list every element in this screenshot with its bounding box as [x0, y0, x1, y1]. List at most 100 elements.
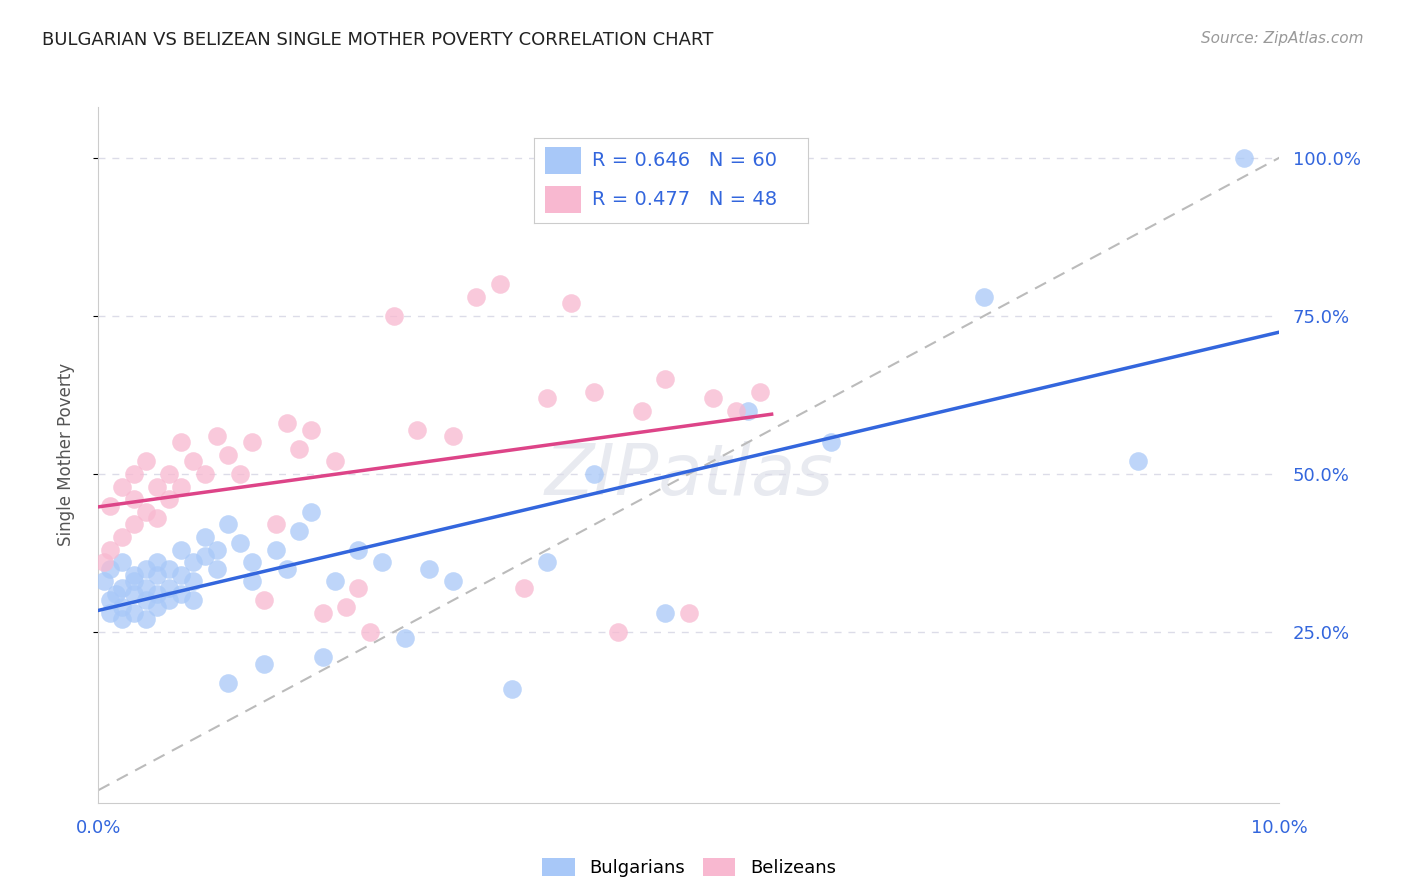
Point	[157, 467, 180, 481]
Point	[93, 556, 115, 570]
Point	[678, 606, 700, 620]
Point	[135, 593, 157, 607]
Text: BULGARIAN VS BELIZEAN SINGLE MOTHER POVERTY CORRELATION CHART: BULGARIAN VS BELIZEAN SINGLE MOTHER POVE…	[42, 31, 714, 49]
Point	[347, 581, 370, 595]
Point	[135, 454, 157, 468]
Point	[105, 587, 128, 601]
Point	[240, 556, 263, 570]
Point	[1126, 454, 1149, 468]
Point	[170, 542, 193, 557]
Point	[181, 593, 204, 607]
Point	[217, 517, 239, 532]
Point	[288, 442, 311, 456]
Point	[465, 290, 488, 304]
Point	[264, 542, 287, 557]
Point	[170, 568, 193, 582]
Point	[217, 448, 239, 462]
Point	[737, 403, 759, 417]
Point	[111, 530, 134, 544]
Point	[1233, 151, 1256, 165]
Point	[146, 511, 169, 525]
Point	[536, 556, 558, 570]
Point	[170, 435, 193, 450]
Point	[181, 574, 204, 589]
Point	[217, 675, 239, 690]
Point	[725, 403, 748, 417]
Point	[157, 492, 180, 507]
Point	[359, 625, 381, 640]
Point	[323, 574, 346, 589]
Point	[276, 417, 298, 431]
Point	[146, 599, 169, 614]
Point	[122, 467, 145, 481]
Point	[441, 429, 464, 443]
Point	[382, 309, 405, 323]
Text: ZIPatlas: ZIPatlas	[544, 442, 834, 510]
Point	[501, 681, 523, 696]
Point	[371, 556, 394, 570]
Point	[146, 556, 169, 570]
Point	[194, 549, 217, 563]
Bar	[546, 147, 581, 174]
Point	[748, 384, 770, 399]
Point	[583, 467, 606, 481]
Point	[170, 479, 193, 493]
Point	[194, 467, 217, 481]
Point	[820, 435, 842, 450]
Point	[560, 296, 582, 310]
Point	[312, 650, 335, 665]
Point	[157, 581, 180, 595]
Point	[264, 517, 287, 532]
Point	[253, 657, 276, 671]
Point	[299, 423, 322, 437]
Point	[146, 568, 169, 582]
Point	[312, 606, 335, 620]
Point	[229, 536, 252, 550]
Point	[630, 403, 652, 417]
Point	[229, 467, 252, 481]
Point	[512, 581, 534, 595]
Point	[418, 562, 440, 576]
Point	[111, 581, 134, 595]
Point	[194, 530, 217, 544]
Point	[146, 587, 169, 601]
Legend: Bulgarians, Belizeans: Bulgarians, Belizeans	[534, 850, 844, 884]
Point	[135, 581, 157, 595]
Point	[536, 391, 558, 405]
Point	[335, 599, 357, 614]
Point	[205, 429, 228, 443]
Point	[98, 562, 121, 576]
Point	[135, 562, 157, 576]
Point	[157, 593, 180, 607]
Point	[253, 593, 276, 607]
Point	[111, 612, 134, 626]
Text: Source: ZipAtlas.com: Source: ZipAtlas.com	[1201, 31, 1364, 46]
Text: R = 0.477   N = 48: R = 0.477 N = 48	[592, 190, 778, 209]
Point	[394, 632, 416, 646]
Point	[299, 505, 322, 519]
Point	[489, 277, 512, 292]
Point	[406, 423, 429, 437]
Point	[323, 454, 346, 468]
Point	[111, 599, 134, 614]
Point	[240, 435, 263, 450]
Point	[122, 606, 145, 620]
Point	[170, 587, 193, 601]
Point	[98, 542, 121, 557]
Bar	[546, 186, 581, 213]
Point	[111, 556, 134, 570]
Point	[98, 593, 121, 607]
Point	[146, 479, 169, 493]
Point	[181, 454, 204, 468]
Point	[654, 606, 676, 620]
Point	[441, 574, 464, 589]
Point	[288, 524, 311, 538]
Point	[181, 556, 204, 570]
Point	[973, 290, 995, 304]
Text: R = 0.646   N = 60: R = 0.646 N = 60	[592, 151, 778, 169]
Point	[122, 587, 145, 601]
Point	[276, 562, 298, 576]
Point	[111, 479, 134, 493]
Point	[205, 562, 228, 576]
Point	[654, 372, 676, 386]
